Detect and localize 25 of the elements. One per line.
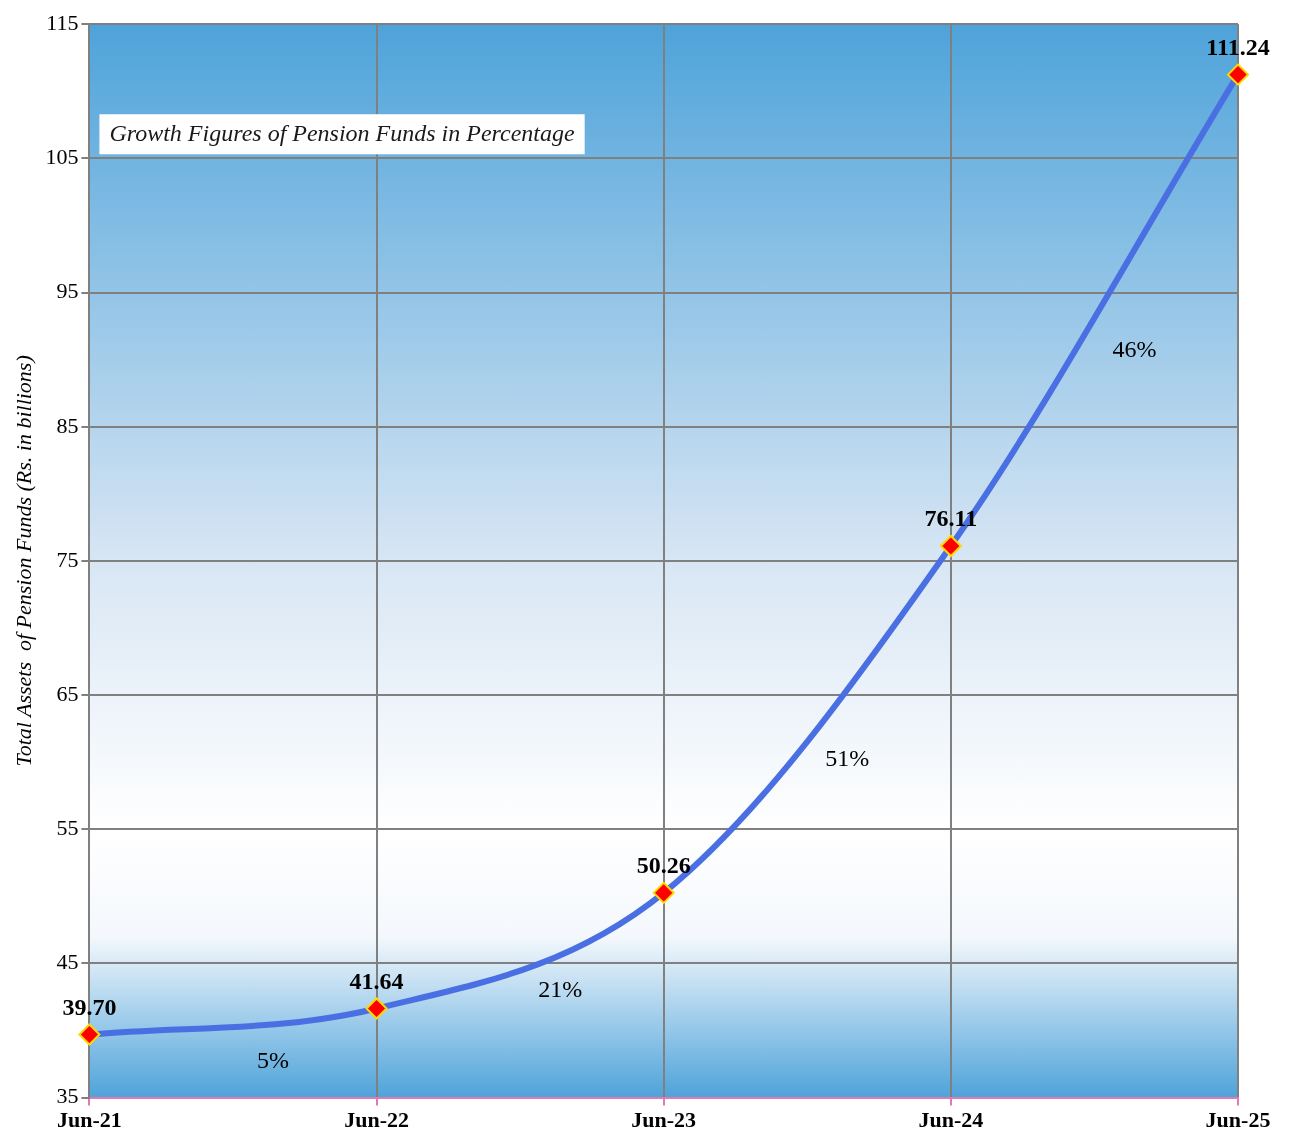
y-tick-label: 95 xyxy=(56,278,79,304)
text: 41.64 xyxy=(349,967,404,994)
y-tick-label: 45 xyxy=(56,949,79,975)
x-tick-label: Jun-22 xyxy=(344,1107,409,1133)
annotation: 51% xyxy=(825,744,870,771)
y-tick-label: 55 xyxy=(56,815,79,841)
x-tick-label: Jun-25 xyxy=(1205,1107,1271,1133)
y-tick-label: 75 xyxy=(56,546,79,572)
annotation: 5% xyxy=(256,1046,289,1073)
annotation: 46% xyxy=(1112,335,1157,362)
x-tick-label: Jun-21 xyxy=(57,1107,122,1133)
y-tick-label: 115 xyxy=(46,9,79,35)
y-tick-label: 105 xyxy=(45,144,79,170)
annotation: 21% xyxy=(538,975,583,1002)
text: 111.24 xyxy=(1206,33,1270,60)
text: Growth Figures of Pension Funds in Percentage xyxy=(109,119,576,146)
y-axis-title: Total Assets of Pension Funds (Rs. in billions) xyxy=(10,355,36,767)
y-tick-label: 85 xyxy=(56,412,79,438)
y-tick-label: 35 xyxy=(56,1083,79,1109)
y-tick-label: 65 xyxy=(56,680,79,706)
text: 39.70 xyxy=(62,993,117,1020)
text: 76.11 xyxy=(924,505,978,532)
x-tick-label: Jun-23 xyxy=(631,1107,697,1133)
text: 50.26 xyxy=(636,852,691,879)
x-tick-label: Jun-24 xyxy=(918,1107,984,1133)
